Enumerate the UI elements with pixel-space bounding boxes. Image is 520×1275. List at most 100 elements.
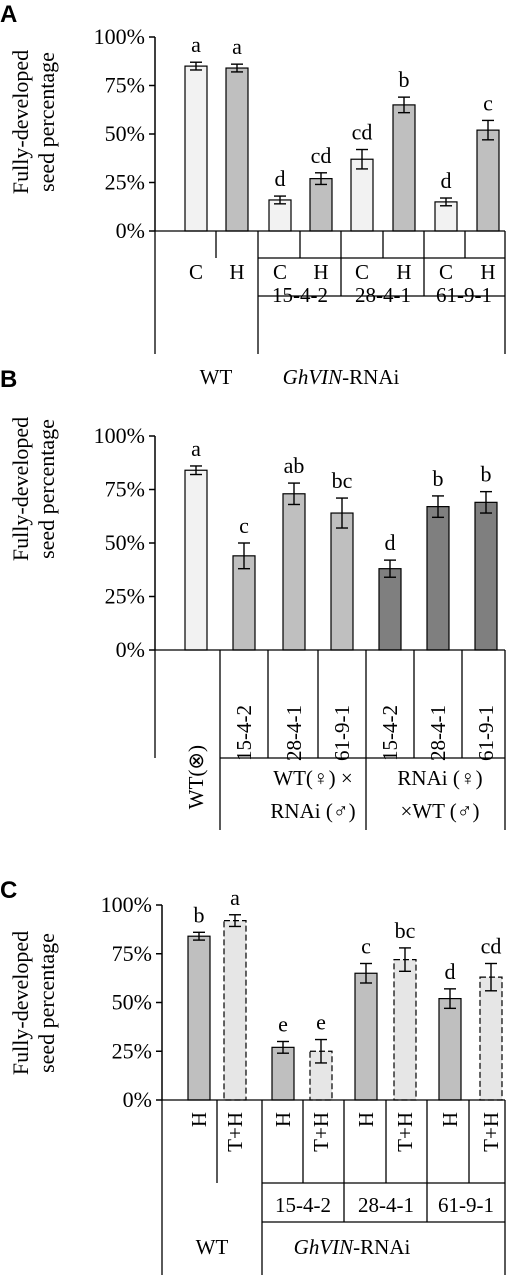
panel-c-category-label: H	[354, 1112, 378, 1127]
panel-c-line-label: 28-4-1	[358, 1193, 414, 1217]
panel-b-significance-letter: ab	[284, 453, 305, 478]
panel-a-xlabels: C H C H C H C H15-4-2 28-4-1 61-9-1WT	[189, 260, 496, 389]
panel-a-ytick-label: 25%	[105, 170, 145, 195]
panel-a-yticks: 0% 25% 50% 75% 100%	[94, 24, 156, 243]
panel-c-ytick-label: 100%	[101, 892, 152, 917]
panel-b-ylabel-line2: seed percentage	[34, 419, 59, 559]
panel-b-cross1-line2: RNAi (♂)	[270, 799, 355, 823]
panel-c-ylabel-line1: Fully-developed	[8, 931, 33, 1075]
panel-b-ytick-label: 0%	[116, 637, 145, 662]
panel-c-rnai-group-gene: GhVIN	[294, 1235, 354, 1259]
panel-c-xlabels: H T+H H T+H H T+H H T+H 15-4-2 28-4-1 61-9-1 WT	[187, 1112, 503, 1259]
panel-a-bar	[392, 104, 416, 232]
panel-a-xaxis	[154, 230, 506, 354]
panel-a-ytick-label: 100%	[94, 24, 145, 49]
panel-b-xlabels: WT(⊗) 15-4-2 28-4-1 61-9-1 15-4-2 28-4-1 61-9-…	[184, 705, 498, 809]
panel-b-significance-letter: c	[239, 513, 249, 538]
panel-b-category-label: 15-4-2	[232, 705, 256, 761]
panel-c-wt-group-label: WT	[196, 1235, 229, 1259]
panel-b-cross2-line1: RNAi (♀)	[397, 766, 482, 790]
panel-a-ylabel-line2: seed percentage	[34, 52, 59, 192]
panel-a-rnai-group-label: GhVIN-RNAi	[283, 365, 400, 389]
panel-c-ytick-label: 25%	[112, 1038, 152, 1063]
panel-a-bar	[309, 178, 333, 232]
panel-a-category-label: H	[229, 260, 244, 284]
panel-c-bar	[187, 935, 211, 1101]
panel-a-bar	[476, 129, 500, 232]
panel-b-significance-letter: b	[481, 462, 492, 487]
panel-c-letter: C	[0, 877, 17, 904]
panel-a-line-label: 28-4-1	[355, 283, 411, 307]
panel-c-bar	[438, 997, 462, 1101]
panel-b-significance-letter: b	[433, 466, 444, 491]
panel-c-bar	[393, 958, 417, 1101]
panel-a-category-label: H	[480, 260, 495, 284]
panel-a-ytick-label: 0%	[116, 218, 145, 243]
panel-c-significance-letter: e	[278, 1012, 288, 1037]
panel-a-category-label: C	[355, 260, 369, 284]
panel-c-category-label: H	[187, 1112, 211, 1127]
panel-a-ytick-label: 50%	[105, 121, 145, 146]
panel-b-category-label: 61-9-1	[474, 705, 498, 761]
panel-b-significance-letter: d	[385, 530, 396, 555]
panel-a-bar	[350, 158, 374, 232]
panel-b-bar	[378, 568, 402, 651]
panel-c-ytick-label: 50%	[112, 990, 152, 1015]
panel-b-bar	[330, 512, 354, 651]
panel-a-rnai-group-suffix: -RNAi	[342, 365, 399, 389]
panel-a-bar	[184, 65, 208, 232]
panel-b-cross1-line1: WT(♀) ×	[273, 766, 352, 790]
panel-b-bars: a c ab bc d b b	[184, 436, 498, 651]
panel-a-significance-letter: d	[275, 166, 286, 191]
panel-a-ytick-label: 75%	[105, 73, 145, 98]
panel-a-rnai-group-gene: GhVIN	[283, 365, 343, 389]
panel-c-ylabel-line2: seed percentage	[34, 933, 59, 1073]
panel-a: A Fully-developed seed percentage 0% 25% 5…	[0, 1, 506, 389]
panel-b-bar	[426, 506, 450, 651]
panel-b-category-label: 28-4-1	[426, 705, 450, 761]
panel-b-category-label: WT(⊗)	[184, 745, 208, 809]
panel-b: B Fully-developed seed percentage 0% 25% 5…	[0, 366, 506, 830]
panel-b-letter: B	[0, 366, 17, 393]
panel-b-bar	[184, 469, 208, 651]
panel-c-significance-letter: e	[316, 1010, 326, 1035]
panel-a-letter: A	[0, 1, 17, 28]
panel-c-category-label: T+H	[223, 1112, 247, 1152]
panel-c-significance-letter: d	[445, 959, 456, 984]
panel-c-bars: ba e e cbc dcd	[187, 885, 503, 1101]
panel-c-category-label: T+H	[309, 1112, 333, 1152]
panel-b-yticks: 0% 25% 50% 75% 100%	[94, 423, 156, 662]
panel-a-significance-letter: b	[399, 67, 410, 92]
panel-c-category-label: T+H	[393, 1112, 417, 1152]
panel-b-xaxis	[154, 649, 506, 830]
panel-b-ytick-label: 100%	[94, 423, 145, 448]
panel-b-ylabel-line1: Fully-developed	[8, 417, 33, 561]
panel-a-significance-letter: a	[232, 34, 242, 59]
panel-c-bar	[223, 919, 247, 1101]
panel-a-category-label: H	[396, 260, 411, 284]
panel-b-significance-letter: bc	[332, 468, 353, 493]
panel-c-significance-letter: b	[194, 902, 205, 927]
panel-a-significance-letter: cd	[352, 120, 373, 145]
panel-a-category-label: C	[439, 260, 453, 284]
panel-b-bar	[474, 501, 498, 651]
panel-c-significance-letter: a	[230, 885, 240, 910]
panel-c-significance-letter: cd	[481, 934, 502, 959]
panel-a-significance-letter: a	[191, 32, 201, 57]
panel-b-cross2-line2: ×WT (♂)	[400, 799, 479, 823]
panel-c-category-label: T+H	[479, 1112, 503, 1152]
panel-c-category-label: H	[438, 1112, 462, 1127]
panel-c-bar	[354, 972, 378, 1101]
panel-c-yticks: 0% 25% 50% 75% 100%	[101, 892, 163, 1112]
panel-b-bar	[232, 555, 256, 651]
panel-a-category-label: H	[313, 260, 328, 284]
panel-a-wt-group-label: WT	[200, 365, 233, 389]
panel-c-line-label: 61-9-1	[438, 1193, 494, 1217]
panel-a-bar	[268, 199, 292, 232]
panel-c-ytick-label: 0%	[123, 1087, 152, 1112]
panel-a-bar	[225, 67, 249, 232]
panel-a-ylabel-line1: Fully-developed	[8, 50, 33, 194]
panel-c-rnai-group-suffix: -RNAi	[353, 1235, 410, 1259]
